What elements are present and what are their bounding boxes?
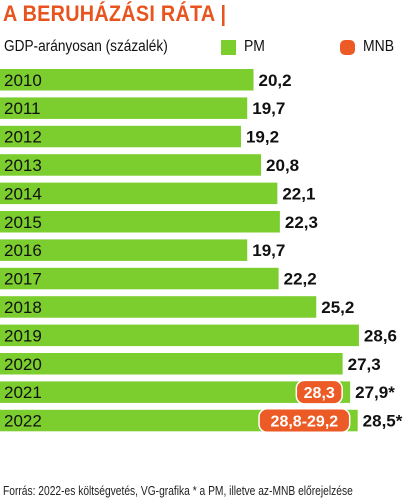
value-label-2020: 27,3	[348, 355, 381, 374]
bar-2015	[0, 211, 280, 233]
bar-2019	[0, 324, 359, 347]
year-label-2016: 2016	[4, 241, 42, 260]
year-label-2012: 2012	[4, 128, 42, 147]
bar-2016	[0, 239, 248, 261]
value-label-2014: 22,1	[282, 184, 315, 203]
year-label-2018: 2018	[4, 298, 42, 317]
bar-2021	[0, 381, 351, 403]
legend-label-pm: PM	[244, 38, 265, 55]
mnb-label-2021: 28,3	[304, 385, 335, 402]
year-label-2013: 2013	[4, 156, 42, 175]
chart-title: A BERUHÁZÁSI RÁTA |	[3, 1, 227, 26]
value-label-2021: 27,9*	[355, 383, 395, 402]
legend-swatch-pm	[221, 39, 236, 55]
value-label-2010: 20,2	[259, 71, 292, 90]
bar-2018	[0, 296, 317, 318]
year-label-2015: 2015	[4, 213, 42, 232]
bar-2020	[0, 353, 343, 375]
value-label-2022: 28,5*	[363, 412, 403, 431]
bar-2014	[0, 182, 278, 205]
value-label-2016: 19,7	[252, 241, 285, 260]
legend-label-mnb: MNB	[363, 38, 395, 55]
year-label-2011: 2011	[4, 99, 41, 118]
value-label-2019: 28,6	[364, 326, 397, 345]
value-label-2013: 20,8	[266, 156, 299, 175]
year-label-2017: 2017	[4, 270, 42, 289]
mnb-badge-2022	[258, 408, 351, 434]
year-label-2022: 2022	[4, 412, 42, 431]
legend-item-mnb: MNB	[340, 38, 397, 56]
value-label-2017: 22,2	[284, 270, 317, 289]
chart-subtitle: GDP-arányosan (százalék)	[4, 38, 168, 55]
legend-item-pm: PM	[221, 38, 267, 56]
bar-2013	[0, 154, 262, 176]
year-label-2019: 2019	[4, 326, 42, 345]
year-label-2010: 2010	[4, 71, 42, 90]
mnb-badge-2021	[295, 379, 343, 405]
bar-2017	[0, 267, 279, 290]
source-note: Forrás: 2022-es költségvetés, VG-grafika…	[3, 484, 353, 498]
year-label-2020: 2020	[4, 355, 42, 374]
bar-2010	[0, 69, 254, 91]
year-label-2021: 2021	[4, 383, 42, 402]
year-label-2014: 2014	[4, 184, 42, 203]
mnb-label-2022: 28,8-29,2	[271, 414, 339, 431]
value-label-2015: 22,3	[285, 213, 318, 232]
value-label-2011: 19,7	[252, 99, 285, 118]
value-label-2018: 25,2	[321, 298, 354, 317]
legend-swatch-mnb	[340, 39, 355, 55]
bar-2011	[0, 97, 248, 119]
value-label-2012: 19,2	[246, 128, 279, 147]
bar-2012	[0, 125, 241, 148]
bar-chart: 2010 20,2 2011 19,7 2012 19,2 2013 20,8 2014 22,1…	[0, 69, 403, 434]
